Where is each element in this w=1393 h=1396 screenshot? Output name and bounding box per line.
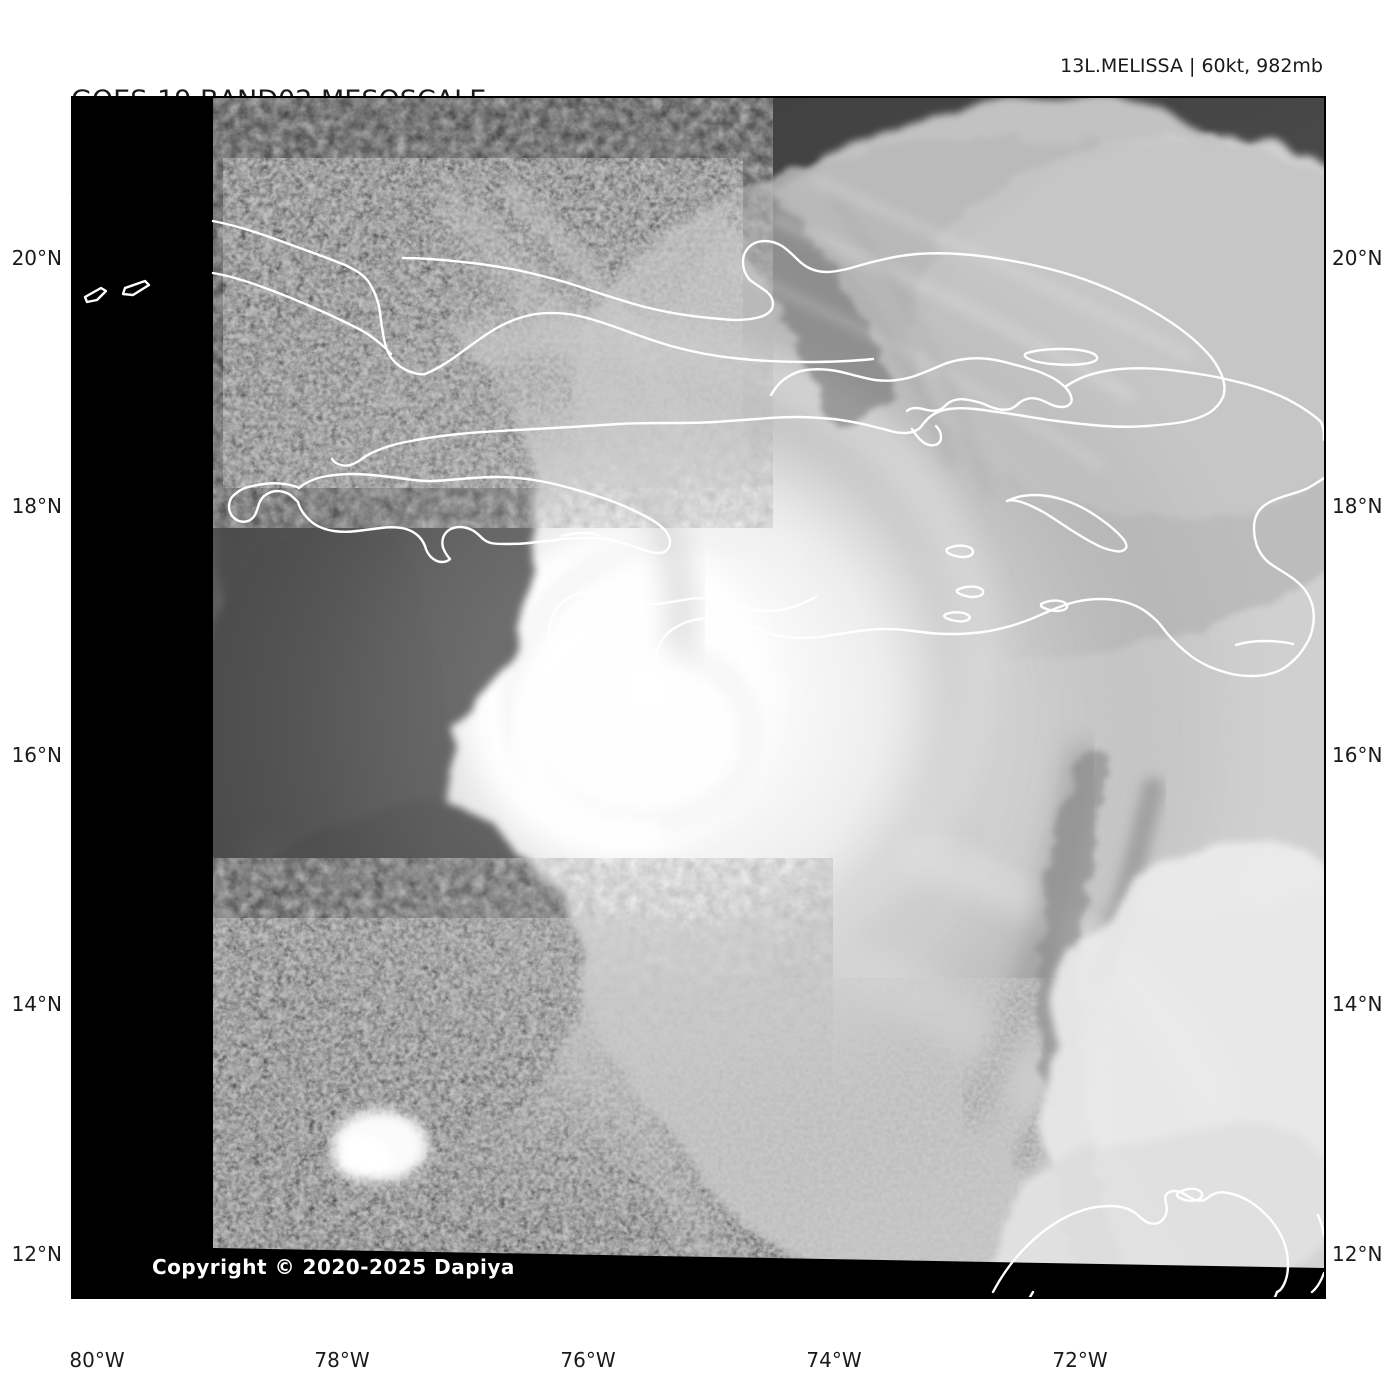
coastline-jamaica xyxy=(227,472,672,564)
latitude-tick-label-right: 16°N xyxy=(1332,743,1383,767)
swath-mask xyxy=(73,98,1324,1297)
storm-info-label: 13L.MELISSA | 60kt, 982mb xyxy=(1060,55,1323,77)
longitude-tick-label: 80°W xyxy=(69,1348,125,1372)
latitude-tick-label-left: 14°N xyxy=(11,992,62,1016)
latitude-tick-label-right: 20°N xyxy=(1332,246,1383,270)
coastline-hispaniola xyxy=(547,347,1324,699)
longitude-tick-label: 74°W xyxy=(806,1348,862,1372)
copyright-label: Copyright © 2020-2025 Dapiya xyxy=(152,1255,515,1279)
coastline-eastern-islands xyxy=(1234,639,1295,647)
satellite-image-panel: Copyright © 2020-2025 Dapiya xyxy=(71,96,1326,1299)
longitude-tick-label: 72°W xyxy=(1052,1348,1108,1372)
coastline-south-america xyxy=(991,1187,1324,1297)
coastline-cuba xyxy=(211,219,1226,467)
latitude-tick-label-left: 16°N xyxy=(11,743,62,767)
latitude-tick-label-right: 14°N xyxy=(1332,992,1383,1016)
longitude-tick-label: 76°W xyxy=(560,1348,616,1372)
imagery-swath xyxy=(213,98,1324,1292)
longitude-tick-label: 78°W xyxy=(314,1348,370,1372)
coastline-overlay xyxy=(83,219,1324,1297)
latitude-tick-label-left: 18°N xyxy=(11,494,62,518)
latitude-tick-label-right: 18°N xyxy=(1332,494,1383,518)
satellite-image-canvas xyxy=(73,98,1324,1297)
latitude-tick-label-right: 12°N xyxy=(1332,1242,1383,1266)
coastline-cayman-islands xyxy=(83,279,151,304)
latitude-tick-label-left: 20°N xyxy=(11,246,62,270)
latitude-tick-label-left: 12°N xyxy=(11,1242,62,1266)
